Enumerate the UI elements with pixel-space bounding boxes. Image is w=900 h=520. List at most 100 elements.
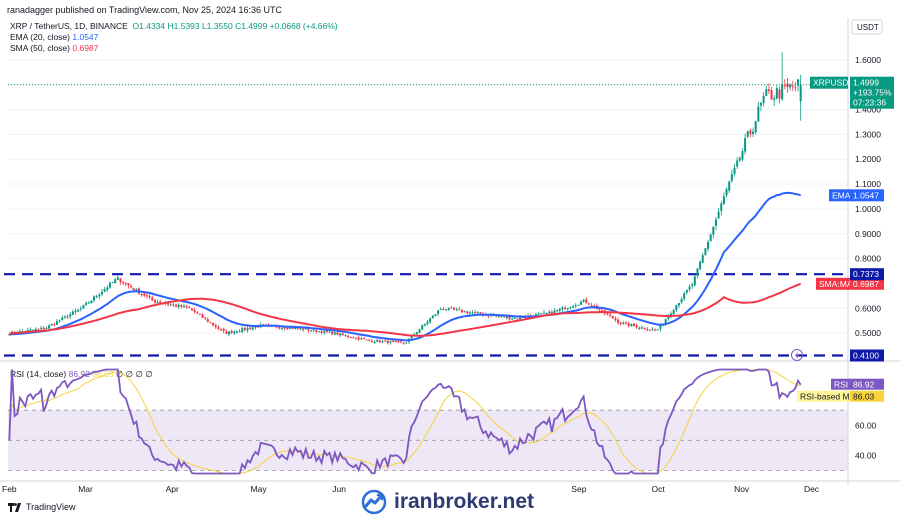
candle-body — [773, 98, 776, 100]
candle-body — [672, 310, 675, 315]
tradingview-mark-icon — [8, 502, 22, 512]
candle-body — [357, 337, 360, 340]
candle-body — [688, 286, 691, 290]
candle-body — [55, 321, 58, 325]
candle-body — [675, 305, 678, 311]
candle-body — [106, 287, 109, 290]
sma-value-tag-text: 0.6987 — [853, 279, 879, 289]
candle-body — [132, 288, 135, 290]
candle-body — [524, 317, 527, 319]
rsi-ma-legend-value: 86.03 — [92, 369, 114, 379]
candle-body — [389, 341, 392, 343]
candle-body — [45, 327, 48, 329]
candle-body — [455, 309, 458, 311]
candle-body — [50, 324, 53, 326]
candle-body — [145, 295, 148, 297]
candle-body — [344, 335, 347, 337]
candle-body — [302, 328, 305, 330]
candle-body — [556, 310, 559, 312]
candle-body — [511, 318, 514, 320]
candle-body — [48, 325, 51, 329]
candle-body — [736, 160, 739, 167]
candle-body — [370, 340, 373, 343]
candle-body — [765, 89, 768, 97]
sma-legend-label: SMA (50, close) — [10, 43, 70, 53]
rsi-name-tag-text: RSI — [834, 380, 848, 390]
publisher-line: ranadagger published on TradingView.com,… — [7, 5, 283, 15]
candle-body — [746, 131, 749, 137]
candle-body — [566, 307, 569, 310]
ema-legend-row: EMA (20, close) 1.0547 — [10, 32, 338, 43]
rsi-panel — [0, 360, 900, 475]
candle-body — [122, 281, 125, 284]
candle-body — [545, 313, 548, 315]
candle-body — [587, 303, 590, 305]
candle-body — [116, 277, 119, 280]
last-price-tag-text: 07:23:36 — [853, 98, 886, 108]
candle-body — [74, 310, 77, 313]
tradingview-logo[interactable]: TradingView — [8, 502, 76, 512]
candle-body — [214, 325, 217, 328]
candle-body — [423, 323, 426, 326]
candle-body — [53, 323, 56, 325]
candle-body — [246, 328, 249, 331]
candle-body — [230, 330, 233, 333]
last-price-tag-text: 1.4999 — [853, 78, 879, 88]
candle-body — [254, 326, 257, 328]
price-axis[interactable]: USDT1.60001.50001.40001.30001.20001.1000… — [810, 18, 894, 485]
candle-body — [402, 342, 405, 344]
rsi-legend-label: RSI (14, close) — [10, 369, 67, 379]
time-tick-label: Mar — [78, 484, 93, 494]
candle-body — [82, 305, 85, 309]
candle-body — [693, 276, 696, 286]
candle-body — [783, 85, 786, 87]
rsi-ma-name-tag — [797, 390, 850, 402]
rsi-ma-name-tag-text: RSI-based MA — [800, 392, 856, 402]
candle-body — [167, 303, 170, 305]
candle-body — [542, 312, 545, 314]
candle-body — [278, 327, 281, 329]
candle-body — [392, 340, 395, 342]
candle-body — [291, 327, 294, 329]
candle-body — [696, 268, 699, 276]
ema-value-tag — [850, 189, 884, 202]
time-tick-label: Nov — [734, 484, 750, 494]
candle-body — [386, 340, 389, 344]
candle-body — [169, 304, 172, 306]
rsi-tick-label: 60.00 — [855, 420, 877, 430]
rsi-ma-value-tag-text: 86.03 — [853, 392, 875, 402]
ema-value-tag-text: 1.0547 — [853, 190, 879, 200]
candle-body — [220, 329, 223, 331]
candle-body — [606, 313, 609, 315]
ema-name-tag — [829, 189, 850, 202]
candle-body — [373, 341, 376, 343]
candle-body — [310, 330, 313, 332]
candle-body — [175, 304, 178, 307]
lightning-icon[interactable] — [791, 349, 803, 361]
candle-body — [140, 293, 143, 295]
level-tag-text: 0.7373 — [853, 269, 879, 279]
candle-body — [683, 293, 686, 299]
candle-body — [66, 316, 69, 318]
level-tag-text: 0.4100 — [853, 351, 879, 361]
candle-body — [677, 303, 680, 306]
candle-body — [537, 313, 540, 315]
time-axis[interactable]: Feb Mar Apr May Jun Sep Oct Nov Dec — [0, 480, 900, 494]
sma-legend-row: SMA (50, close) 0.6987 — [10, 43, 338, 54]
candle-body — [439, 308, 442, 310]
candle-body — [797, 79, 800, 86]
candle-body — [249, 327, 252, 329]
candle-body — [701, 255, 704, 263]
candle-body — [421, 325, 424, 330]
time-tick-label: Apr — [166, 484, 179, 494]
candle-body — [410, 335, 413, 339]
candle-body — [204, 317, 207, 319]
price-tick-label: 1.6000 — [855, 55, 881, 65]
ema-legend-value: 1.0547 — [72, 32, 99, 42]
candle-body — [553, 310, 556, 314]
price-tick-label: 0.9000 — [855, 229, 881, 239]
chart-legend: XRP / TetherUS, 1D, BINANCE O1.4334 H1.5… — [10, 21, 338, 54]
bolt-shape — [795, 351, 800, 360]
